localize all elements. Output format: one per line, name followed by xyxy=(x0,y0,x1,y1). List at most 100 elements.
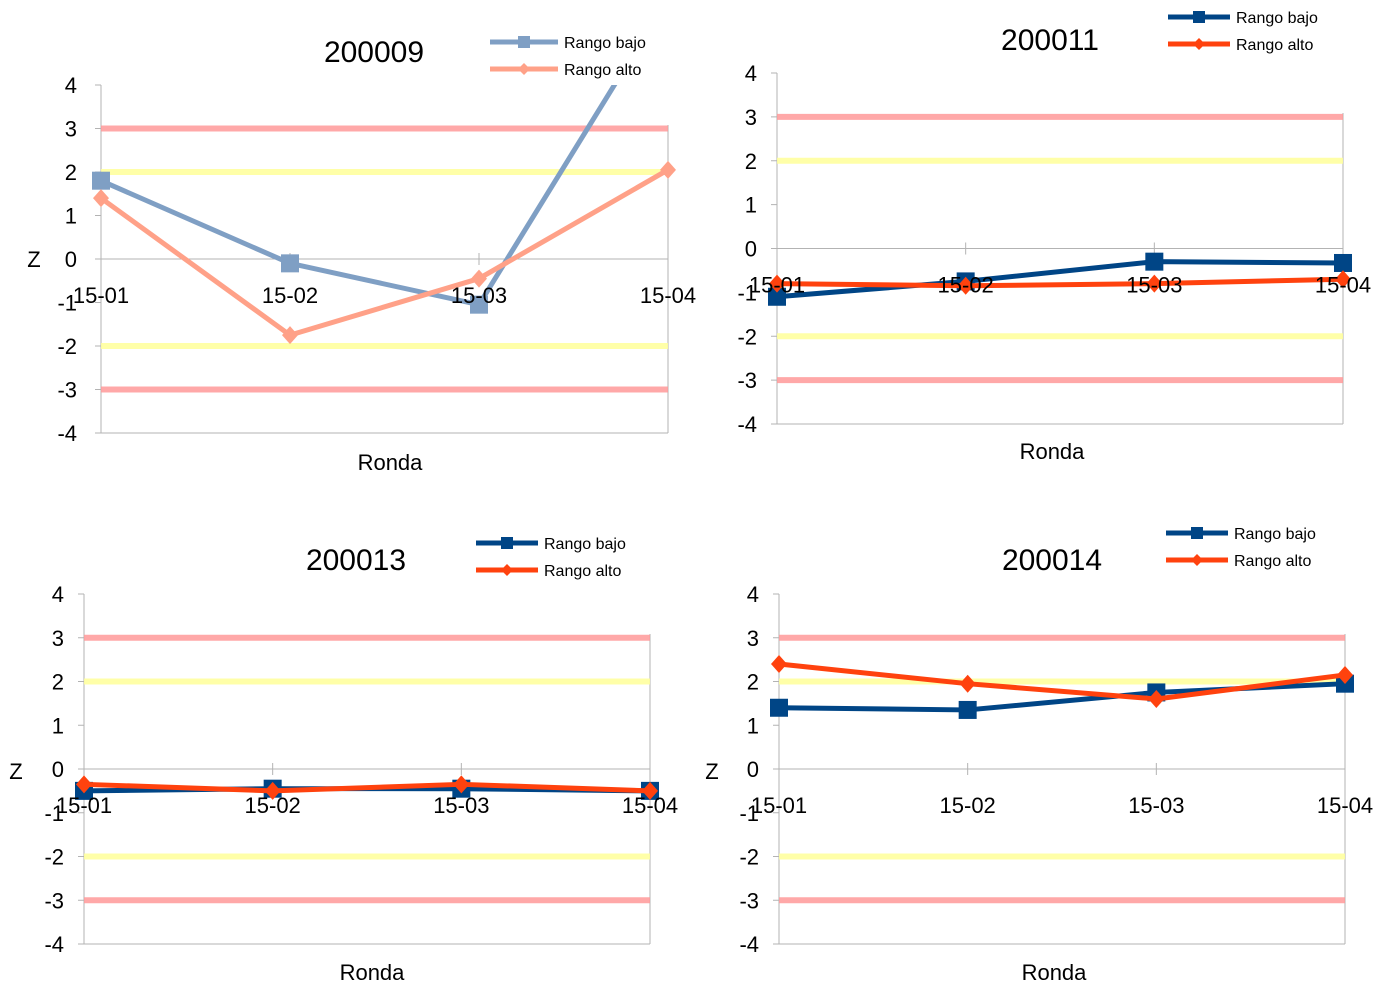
legend-label: Rango alto xyxy=(1234,553,1311,570)
data-point xyxy=(264,781,281,800)
legend-marker xyxy=(1193,38,1205,50)
y-tick-label: 4 xyxy=(745,61,757,86)
data-point xyxy=(1334,253,1352,272)
legend-label: Rango alto xyxy=(544,563,621,580)
chart-200014: 4 3 2 1 0 -1 -2 -3 -4 15-01 15-02 15-03 15-04 200014 Z… xyxy=(705,526,1373,983)
y-tick-label: -1 xyxy=(57,291,77,316)
data-point xyxy=(659,0,677,7)
y-tick-label: 4 xyxy=(65,73,77,98)
x-tick-label: 15-02 xyxy=(940,793,996,818)
legend-label: Rango alto xyxy=(564,62,641,79)
y-tick-label: 0 xyxy=(65,247,77,272)
y-tick-label: 3 xyxy=(747,626,759,651)
y-tick-label: -1 xyxy=(739,801,759,826)
chart-title: 200013 xyxy=(306,544,406,577)
x-tick-label: 15-04 xyxy=(640,283,696,308)
legend: Rango bajo Rango alto xyxy=(490,35,646,79)
data-point xyxy=(93,189,109,208)
x-tick-label: 15-03 xyxy=(451,283,507,308)
data-point xyxy=(281,254,299,273)
series-line xyxy=(776,259,1344,300)
data-point xyxy=(471,269,487,288)
series-line xyxy=(776,276,1344,289)
y-tick-label: 2 xyxy=(747,670,759,695)
y-axis-title: Z xyxy=(9,759,22,784)
y-tick-label: 1 xyxy=(52,713,64,738)
data-point xyxy=(282,326,298,345)
data-point xyxy=(770,698,788,717)
x-axis-title: Ronda xyxy=(1022,960,1088,983)
y-tick-label: -4 xyxy=(44,932,64,957)
legend-marker xyxy=(501,537,513,549)
y-tick-label: -3 xyxy=(739,888,759,913)
data-point xyxy=(1337,665,1353,684)
legend-label: Rango bajo xyxy=(544,536,626,553)
x-tick-label: 15-01 xyxy=(749,273,805,298)
x-tick-label: 15-02 xyxy=(262,283,318,308)
legend: Rango bajo Rango alto xyxy=(476,536,626,580)
data-point xyxy=(1145,252,1164,271)
y-tick-label: 2 xyxy=(52,670,64,695)
series-rango-alto xyxy=(93,160,676,345)
data-point xyxy=(92,171,110,190)
x-tick-label: 15-02 xyxy=(938,273,994,298)
legend-label: Rango bajo xyxy=(1234,526,1316,543)
y-tick-label: -1 xyxy=(44,801,64,826)
x-tick-label: 15-01 xyxy=(73,283,129,308)
y-tick-label: -4 xyxy=(57,421,77,446)
data-point xyxy=(470,295,488,314)
y-tick-label: 0 xyxy=(747,757,759,782)
legend-marker xyxy=(518,36,530,48)
data-point xyxy=(1146,274,1163,293)
x-axis-title: Ronda xyxy=(358,450,424,475)
legend-marker xyxy=(1191,527,1203,539)
y-tick-label: 2 xyxy=(65,160,77,185)
chart-200013: 4 3 2 1 0 -1 -2 -3 -4 15-01 15-02 15-03 15-04 200013 Z… xyxy=(9,536,678,983)
y-tick-label: 2 xyxy=(745,149,757,174)
y-tick-label: 3 xyxy=(745,105,757,130)
series-line xyxy=(99,85,618,308)
data-point xyxy=(768,287,786,306)
x-tick-label: 15-04 xyxy=(1315,273,1371,298)
y-tick-label: 3 xyxy=(65,117,77,142)
x-tick-label: 15-04 xyxy=(1317,793,1373,818)
chart-200009: 4 3 2 1 0 -1 -2 -3 -4 15-01 15-02 15-03 15-04 200009 Z… xyxy=(27,0,696,475)
y-axis-title: Z xyxy=(27,247,40,272)
x-tick-label: 15-01 xyxy=(56,793,112,818)
data-point xyxy=(660,160,676,179)
data-point xyxy=(771,655,787,673)
x-tick-label: 15-03 xyxy=(1128,793,1184,818)
x-axis-title: Ronda xyxy=(340,960,406,983)
data-point xyxy=(453,775,470,794)
data-point xyxy=(959,674,976,693)
chart-title: 200011 xyxy=(1001,24,1099,57)
y-tick-label: -2 xyxy=(739,845,759,870)
legend-label: Rango bajo xyxy=(564,35,646,52)
series-line xyxy=(83,781,651,794)
series-rango-alto xyxy=(769,270,1351,295)
y-tick-label: -3 xyxy=(737,368,757,393)
data-point xyxy=(1148,690,1165,708)
y-tick-label: -2 xyxy=(737,324,757,349)
data-point xyxy=(769,274,785,293)
y-tick-label: -3 xyxy=(44,888,64,913)
legend-label: Rango alto xyxy=(1236,37,1313,54)
y-axis-title: Z xyxy=(705,759,718,784)
y-tick-label: -2 xyxy=(44,845,64,870)
legend: Rango bajo Rango alto xyxy=(1166,526,1316,570)
y-tick-label: 1 xyxy=(65,204,77,229)
data-point xyxy=(957,276,974,295)
y-tick-label: 1 xyxy=(747,713,759,738)
x-tick-label: 15-02 xyxy=(245,793,301,818)
y-tick-label: 1 xyxy=(745,193,757,218)
x-tick-label: 15-04 xyxy=(622,793,678,818)
y-tick-label: 0 xyxy=(52,757,64,782)
y-tick-label: -4 xyxy=(737,412,757,437)
chart-title: 200009 xyxy=(324,36,424,69)
legend-marker xyxy=(501,564,513,576)
x-tick-label: 15-03 xyxy=(433,793,489,818)
legend: Rango bajo Rango alto xyxy=(1168,10,1318,54)
y-tick-label: -4 xyxy=(739,932,759,957)
x-tick-label: 15-01 xyxy=(751,793,807,818)
